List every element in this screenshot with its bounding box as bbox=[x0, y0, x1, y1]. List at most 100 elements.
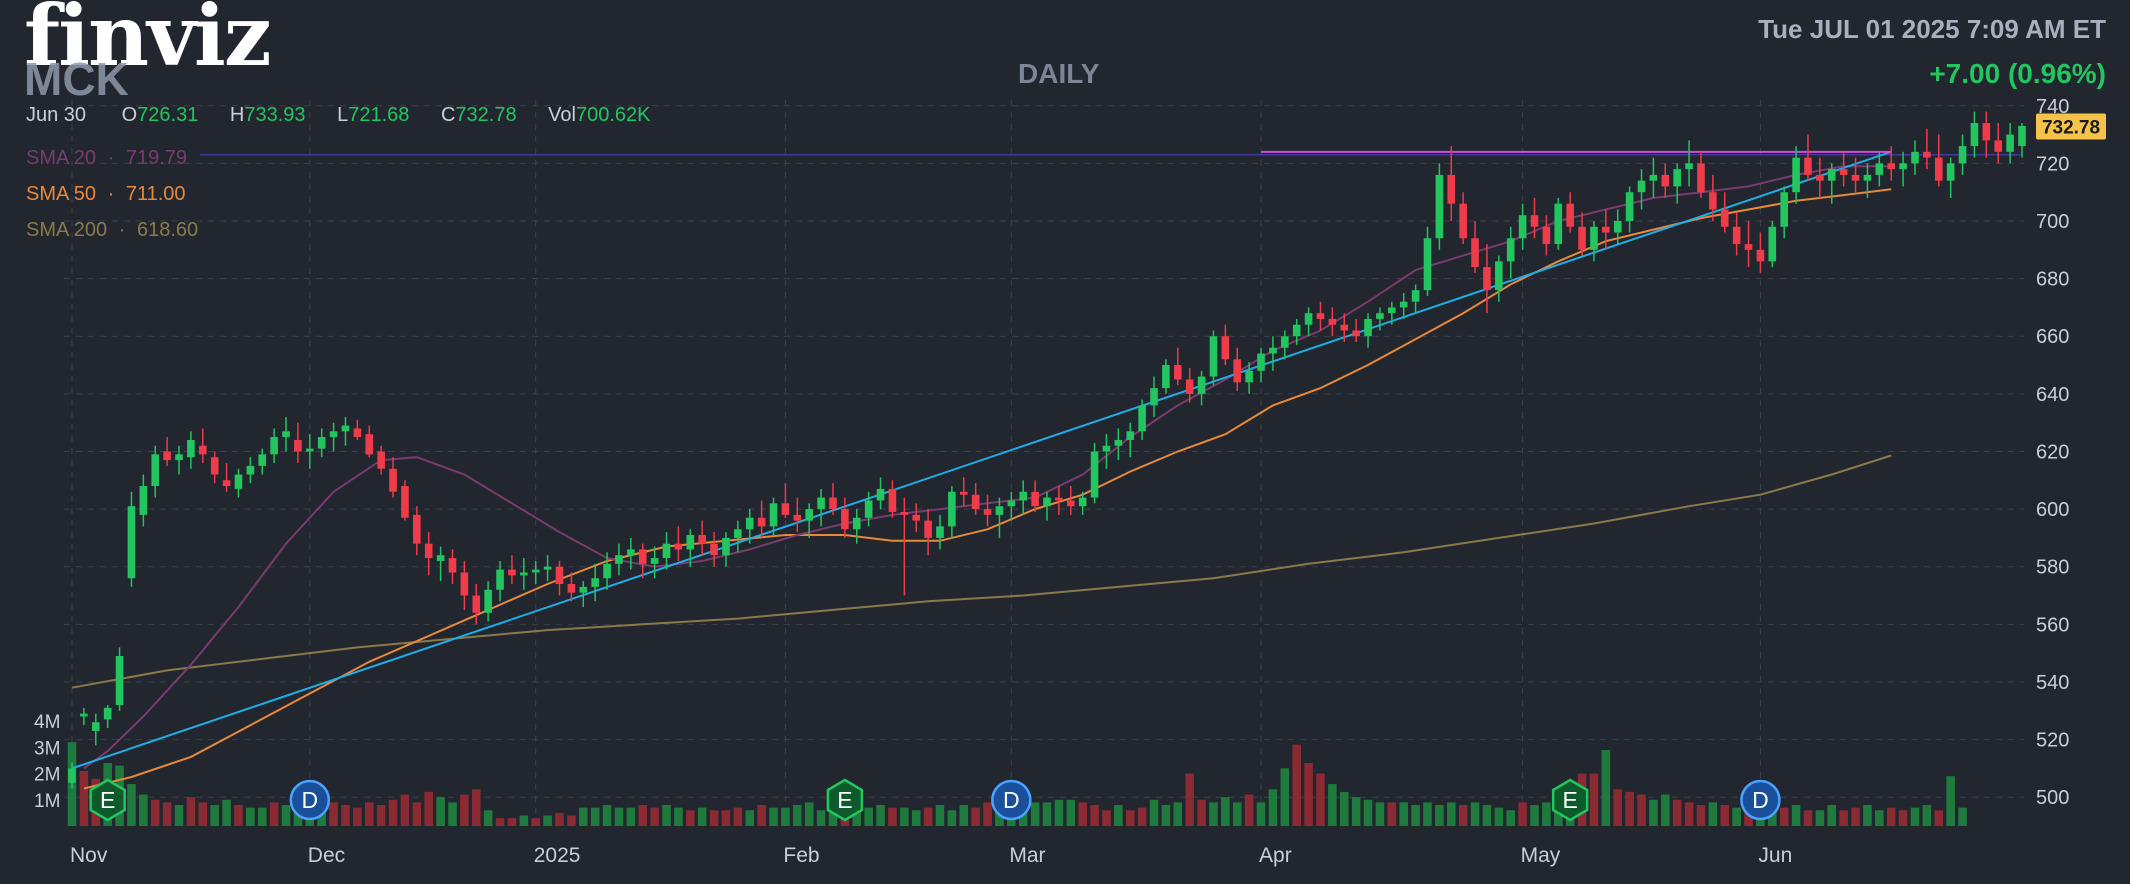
last-price-tag bbox=[2036, 113, 2106, 140]
ohlc-date: Jun 30 bbox=[26, 104, 87, 126]
volume-bar bbox=[1708, 802, 1718, 826]
candle-body bbox=[1055, 497, 1063, 501]
volume-bar bbox=[150, 799, 160, 826]
candle bbox=[1090, 442, 1099, 504]
candle-body bbox=[1376, 313, 1384, 319]
volume-bar bbox=[543, 815, 552, 826]
legend-sma200[interactable]: SMA 200 · 618.60 bbox=[26, 212, 198, 248]
candle-body bbox=[1518, 215, 1527, 239]
volume-bar bbox=[400, 794, 410, 826]
volume-bar bbox=[876, 805, 885, 826]
candle bbox=[1185, 367, 1194, 403]
candle bbox=[1376, 307, 1384, 331]
candle-body bbox=[1459, 203, 1467, 239]
candle-body bbox=[650, 558, 659, 564]
candle-body bbox=[341, 425, 350, 432]
candle bbox=[1114, 428, 1123, 461]
sma50-line bbox=[83, 188, 1892, 790]
volume-bar bbox=[1863, 805, 1872, 826]
candle bbox=[1506, 226, 1515, 279]
earnings-marker[interactable] bbox=[1551, 778, 1589, 822]
volume-bar bbox=[579, 807, 588, 826]
candle-body bbox=[674, 543, 683, 550]
candle bbox=[187, 431, 195, 469]
candle bbox=[650, 546, 659, 579]
candle-body bbox=[1649, 174, 1658, 181]
volume-bar bbox=[127, 784, 136, 826]
legend-sma20[interactable]: SMA 20 · 719.79 bbox=[26, 140, 198, 176]
finviz-logo[interactable]: finviz bbox=[24, 0, 272, 85]
volume-bar bbox=[507, 818, 517, 826]
x-tick-label: Apr bbox=[1259, 844, 1292, 867]
legend-sma50[interactable]: SMA 50 · 711.00 bbox=[26, 176, 198, 212]
candle bbox=[1566, 192, 1574, 233]
candle-body bbox=[1043, 497, 1051, 507]
trendline[interactable] bbox=[71, 150, 1892, 770]
candle-body bbox=[1150, 388, 1158, 406]
candle bbox=[222, 463, 231, 492]
candle bbox=[1518, 203, 1527, 250]
volume-bar bbox=[1411, 805, 1420, 826]
volume-bar bbox=[519, 815, 529, 826]
y-tick-label: 660 bbox=[2036, 326, 2069, 348]
candle-body bbox=[103, 707, 112, 720]
earnings-marker[interactable] bbox=[826, 778, 864, 822]
y-tick-label: 600 bbox=[2036, 499, 2069, 521]
volume-bar bbox=[1661, 794, 1670, 826]
candle bbox=[936, 514, 944, 550]
volume-bar bbox=[828, 805, 838, 826]
volume-bar bbox=[757, 805, 766, 826]
candle bbox=[472, 584, 481, 625]
sma20-value: 719.79 bbox=[125, 147, 188, 169]
candle bbox=[91, 713, 100, 746]
volume-bar bbox=[650, 807, 659, 826]
candle-body bbox=[591, 578, 599, 587]
sma50-separator: · bbox=[107, 183, 115, 205]
candle-body bbox=[555, 566, 564, 584]
candle bbox=[353, 419, 362, 440]
x-tick-label: Dec bbox=[308, 844, 345, 867]
candle bbox=[1923, 128, 1931, 170]
volume-bar bbox=[864, 807, 873, 826]
dividend-marker[interactable] bbox=[991, 779, 1032, 821]
candle-body bbox=[829, 497, 837, 510]
volume-bar bbox=[341, 805, 350, 826]
y-tick-label: 720 bbox=[2036, 153, 2069, 175]
candle-body bbox=[1388, 307, 1396, 314]
candle-body bbox=[1126, 431, 1135, 440]
candle-body bbox=[1399, 301, 1408, 308]
volume-bar bbox=[1791, 805, 1801, 826]
candle bbox=[686, 529, 695, 567]
y-tick-label: 640 bbox=[2036, 384, 2069, 406]
y-tick-label: 680 bbox=[2036, 269, 2069, 291]
candle-body bbox=[1506, 238, 1515, 262]
volume-bar bbox=[1304, 763, 1313, 826]
candle bbox=[1946, 157, 1955, 198]
candle-body bbox=[1887, 163, 1896, 170]
candle bbox=[1007, 491, 1016, 521]
dividend-marker[interactable] bbox=[289, 779, 331, 821]
candle-body bbox=[68, 768, 76, 783]
candle bbox=[1138, 399, 1146, 440]
candle bbox=[745, 509, 754, 544]
candle-body bbox=[1245, 370, 1253, 383]
dividend-marker[interactable] bbox=[1740, 779, 1781, 821]
volume-bar bbox=[1720, 805, 1730, 826]
indicator-legend: SMA 20 · 719.79 SMA 50 · 711.00 SMA 200 … bbox=[26, 140, 198, 248]
close-value: 732.78 bbox=[455, 104, 517, 126]
volume-bar bbox=[1768, 810, 1777, 826]
candle-body bbox=[139, 486, 148, 515]
volume-bar bbox=[1161, 805, 1171, 826]
candle-body bbox=[365, 434, 374, 455]
volume-bar bbox=[935, 805, 945, 826]
earnings-marker[interactable] bbox=[89, 778, 126, 822]
candle bbox=[1447, 146, 1456, 221]
candle bbox=[1744, 221, 1753, 268]
event-marker-label: D bbox=[301, 787, 318, 813]
candle bbox=[1709, 174, 1717, 221]
candle bbox=[1328, 307, 1337, 337]
volume-bar bbox=[971, 807, 980, 826]
candle bbox=[722, 532, 730, 567]
candle bbox=[1162, 359, 1170, 394]
